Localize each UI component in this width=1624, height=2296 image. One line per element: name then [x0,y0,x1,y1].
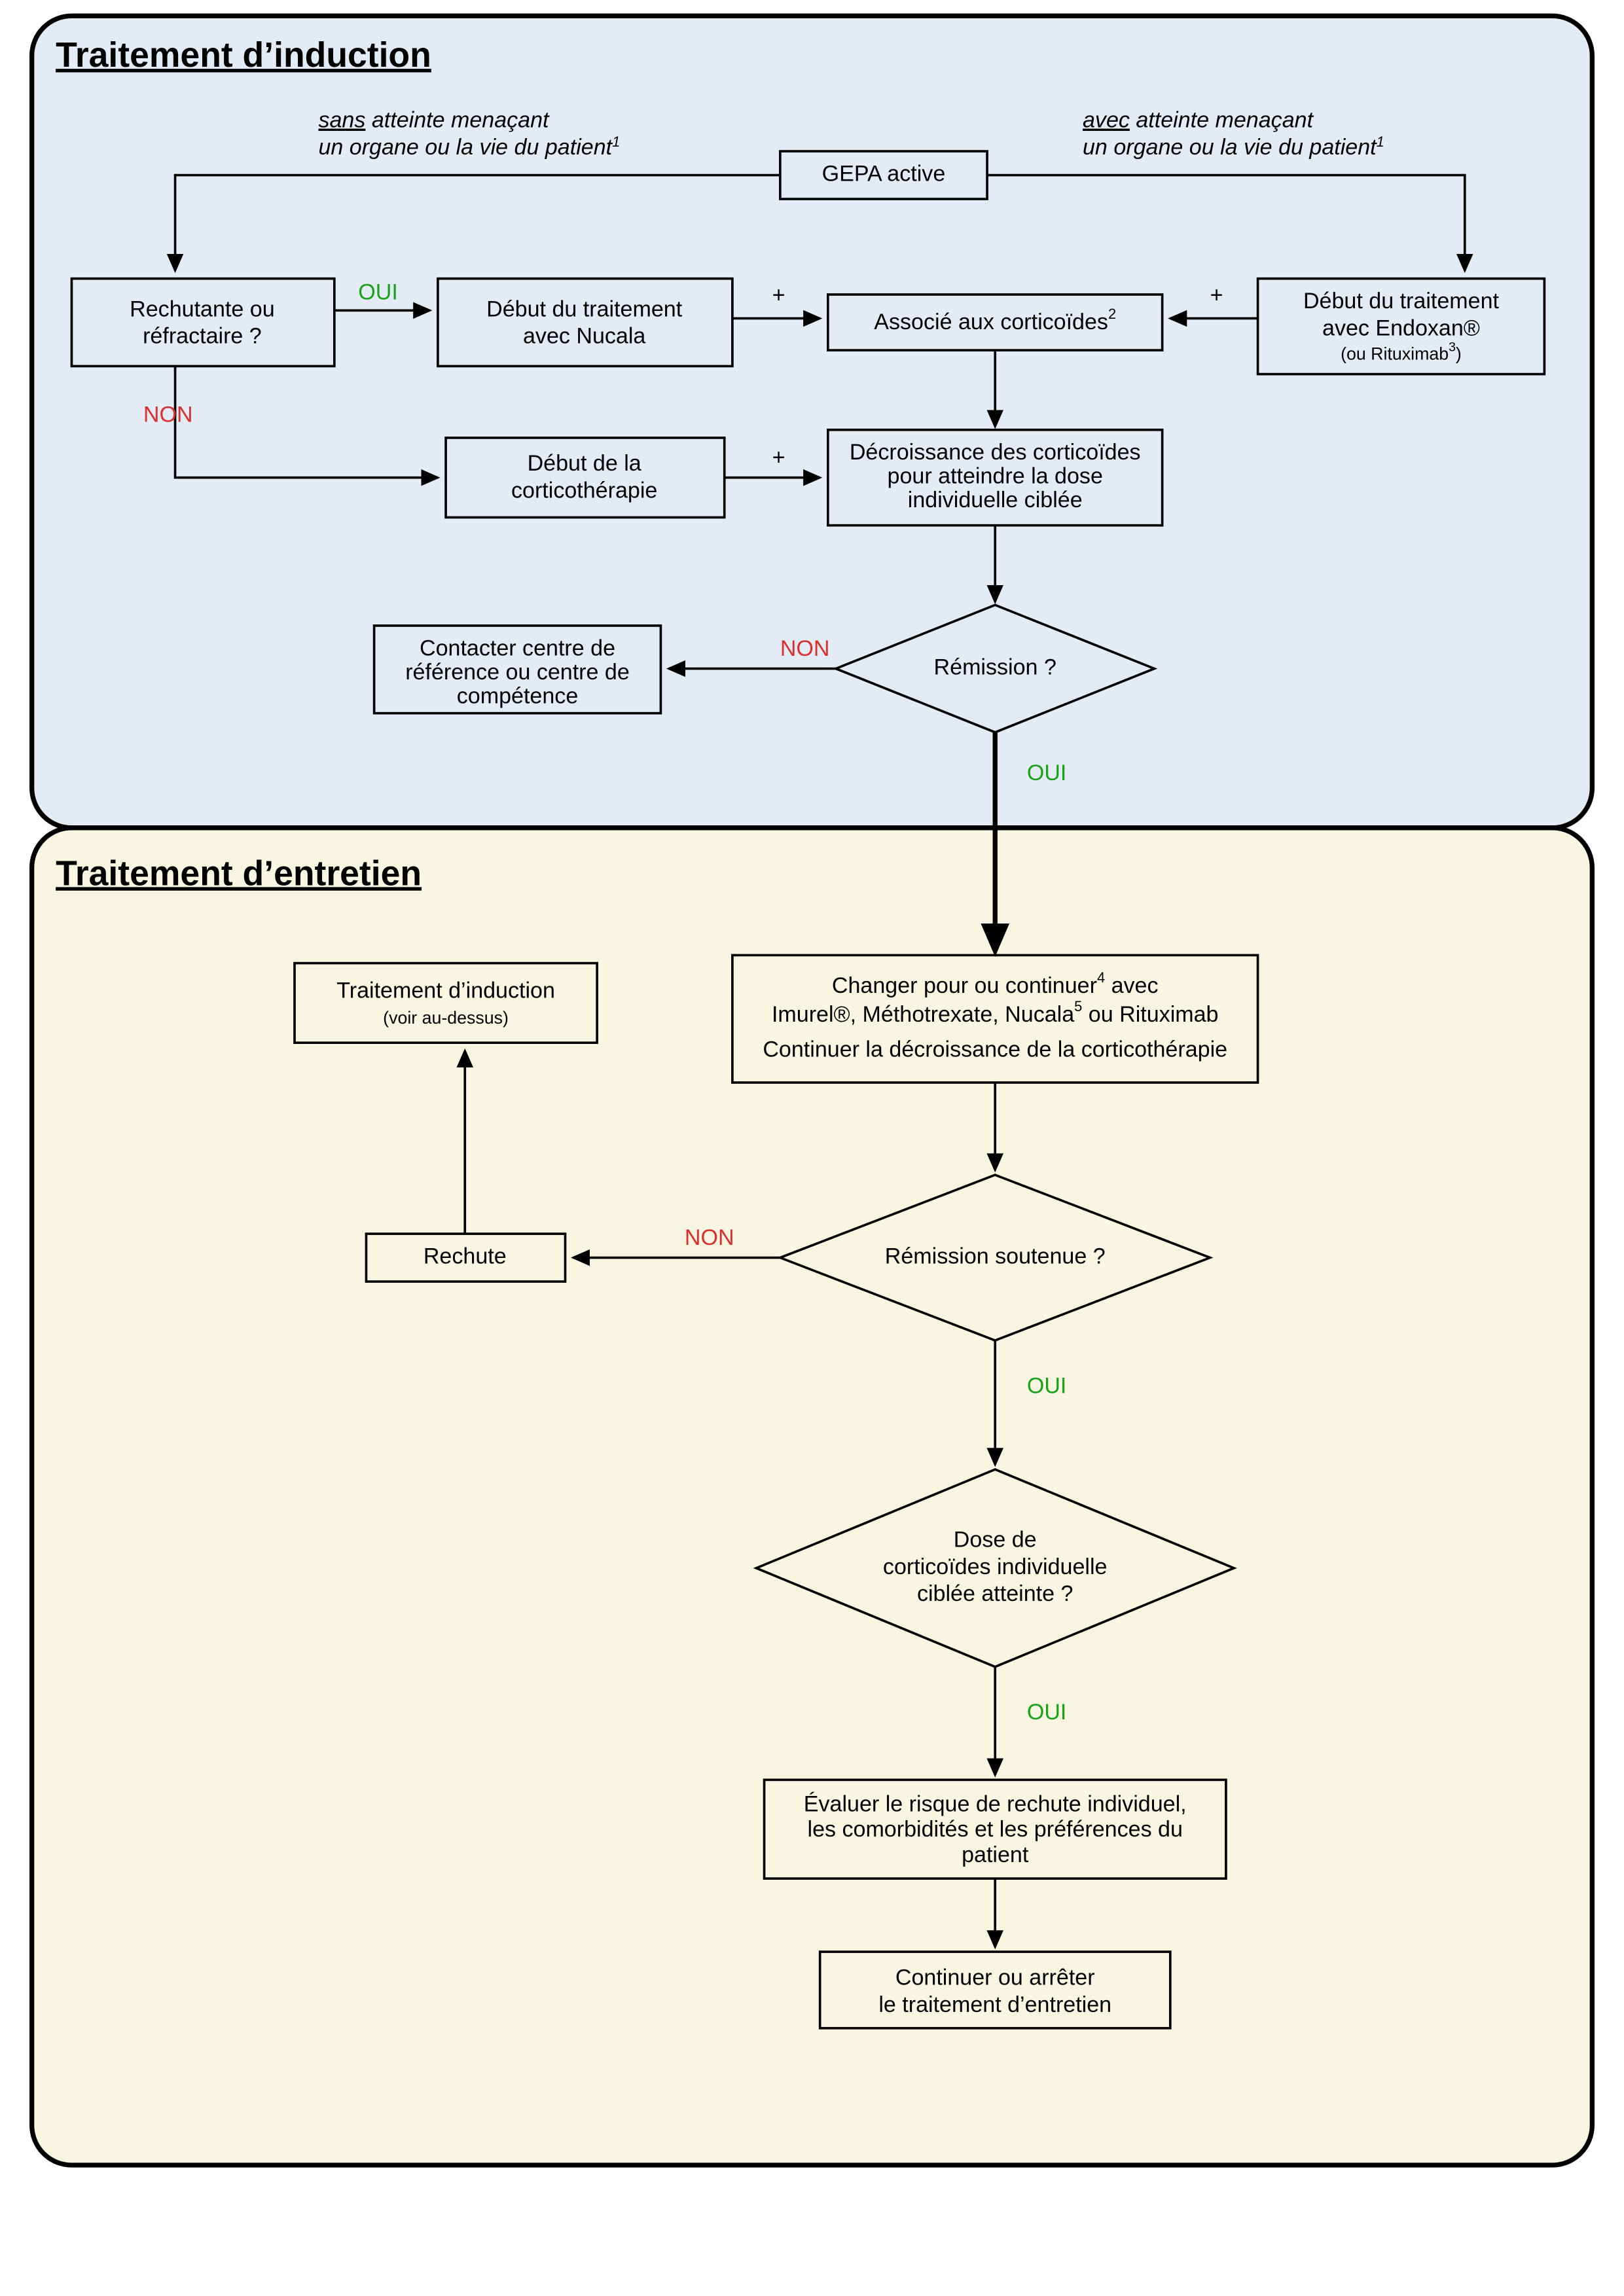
node-nucala-l1: Début du traitement [486,296,683,321]
label-plus-2: + [1210,283,1223,308]
node-endoxan-l3: (ou Rituximab3) [1341,340,1462,364]
node-dose-l3: ciblée atteinte ? [917,1581,1074,1606]
label-non-1: NON [143,403,193,427]
node-evaluer-l3: patient [962,1842,1029,1867]
node-dose-l2: corticoïdes individuelle [883,1554,1108,1579]
label-avec: avec atteinte menaçant [1083,108,1314,133]
node-assoc-l1: Associé aux corticoïdes2 [874,306,1116,334]
node-trait-ind-l2: (voir au-dessus) [383,1008,509,1028]
label-sans: sans atteinte menaçant [318,108,550,133]
label-plus-3: + [772,445,785,470]
panel-entretien [32,828,1593,2165]
label-avec-2: un organe ou la vie du patient1 [1083,133,1384,160]
node-evaluer-l1: Évaluer le risque de rechute individuel, [804,1791,1187,1816]
node-decr-l1: Décroissance des corticoïdes [850,440,1141,465]
label-plus-1: + [772,283,785,308]
node-changer-l3: Continuer la décroissance de la corticot… [763,1037,1227,1062]
node-rem-sout-label: Rémission soutenue ? [885,1244,1106,1269]
node-cortico-l2: corticothérapie [511,478,657,503]
label-non-2: NON [780,636,830,661]
node-contact-l2: référence ou centre de [405,660,630,685]
label-oui-2: OUI [1027,761,1067,785]
title-induction: Traitement d’induction [56,36,431,75]
node-continuer-l1: Continuer ou arrêter [895,1965,1095,1990]
label-oui-4: OUI [1027,1700,1067,1725]
node-contact-l1: Contacter centre de [420,636,615,660]
label-oui-1: OUI [358,279,398,304]
flowchart-canvas: Traitement d’induction Traitement d’entr… [0,0,1624,2295]
node-changer-l1: Changer pour ou continuer4 avec [832,969,1159,998]
node-decr-l2: pour atteindre la dose [888,464,1103,489]
node-remission-label: Rémission ? [934,655,1056,680]
node-cortico-l1: Début de la [528,451,641,476]
label-sans-2: un organe ou la vie du patient1 [318,133,620,160]
label-non-3: NON [685,1225,734,1250]
node-gepa-label: GEPA active [822,162,946,187]
node-contact-l3: compétence [457,683,578,708]
node-nucala-l2: avec Nucala [523,324,645,349]
label-oui-3: OUI [1027,1373,1067,1398]
node-endoxan-l2: avec Endoxan® [1322,315,1480,340]
node-endoxan-l1: Début du traitement [1303,289,1500,314]
node-decr-l3: individuelle ciblée [908,488,1083,512]
node-evaluer-l2: les comorbidités et les préférences du [808,1817,1183,1842]
node-rechutante-l1: Rechutante ou [130,296,274,321]
node-changer-l2: Imurel®, Méthotrexate, Nucala5 ou Rituxi… [772,998,1219,1027]
node-dose-l1: Dose de [954,1528,1037,1552]
node-rechute-label: Rechute [424,1244,507,1269]
node-rechutante-l2: réfractaire ? [143,324,262,349]
title-entretien: Traitement d’entretien [56,854,422,893]
node-continuer-l2: le traitement d’entretien [878,1992,1111,2017]
node-trait-ind-l1: Traitement d’induction [336,978,555,1003]
